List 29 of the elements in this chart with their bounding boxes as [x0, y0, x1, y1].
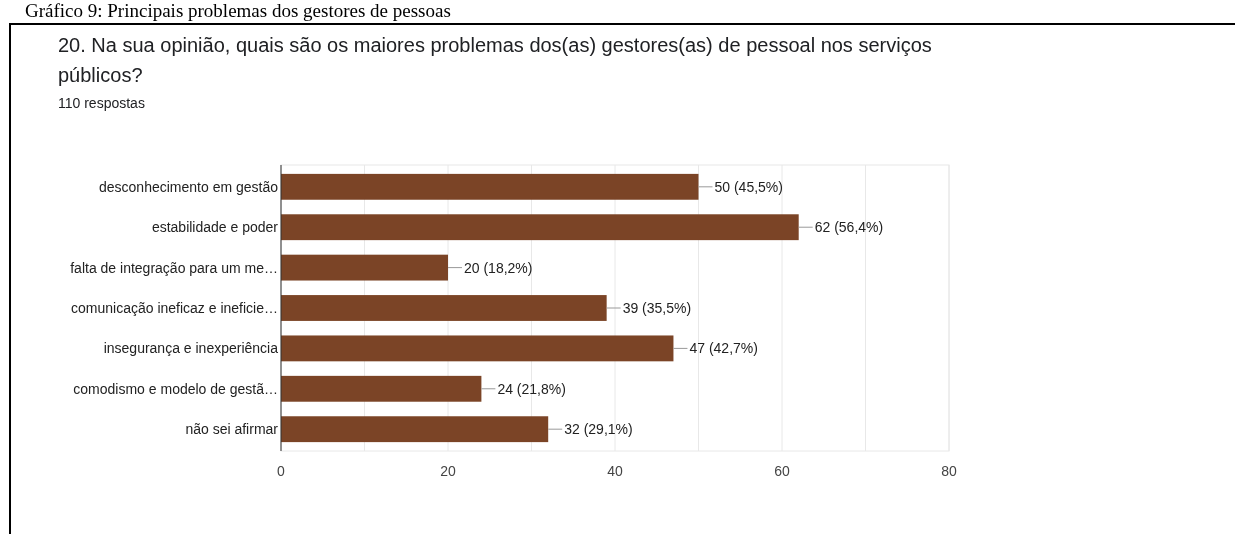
y-tick-label: falta de integração para um me… [70, 259, 278, 276]
bar [281, 214, 799, 241]
data-label: 20 (18,2%) [464, 259, 533, 276]
y-tick-label: desconhecimento em gestão [99, 178, 279, 195]
x-tick-label: 80 [941, 463, 957, 479]
bar [281, 173, 699, 200]
y-tick-label: insegurança e inexperiência [103, 340, 279, 357]
y-tick-label: estabilidade e poder [151, 219, 279, 236]
data-label: 62 (56,4%) [814, 219, 884, 236]
x-tick-label: 20 [440, 463, 456, 479]
bar [281, 295, 607, 321]
chart-title: 20. Na sua opinião, quais são os maiores problemas dos(as) gestores(as) de pessoal nos serviços públicos? [58, 34, 932, 86]
x-tick-label: 0 [277, 463, 286, 479]
bar [281, 254, 448, 281]
y-tick-label: comunicação ineficaz e ineficie… [71, 299, 278, 316]
bar [281, 416, 549, 443]
data-label: 32 (29,1%) [564, 421, 633, 438]
bar [281, 335, 674, 362]
data-label: 50 (45,5%) [714, 178, 783, 195]
text: Gráfico 9: Principais problemas dos gestores de pessoas [25, 0, 451, 21]
text: 110 respostas [58, 95, 145, 111]
data-label: 24 (21,8%) [497, 380, 566, 397]
data-label: 47 (42,7%) [689, 340, 758, 357]
y-tick-label: não sei afirmar [185, 421, 279, 438]
y-tick-label: comodismo e modelo de gestã… [73, 380, 278, 397]
x-tick-label: 40 [607, 463, 623, 479]
bar [281, 375, 482, 402]
data-label: 39 (35,5%) [622, 299, 692, 316]
x-tick-label: 60 [774, 463, 790, 479]
